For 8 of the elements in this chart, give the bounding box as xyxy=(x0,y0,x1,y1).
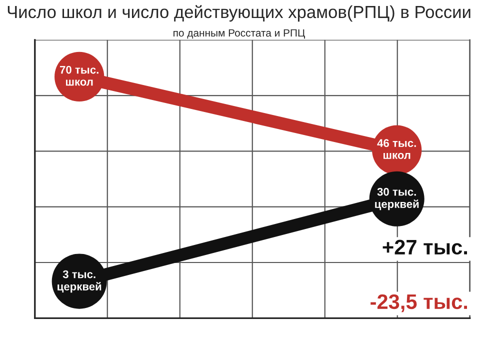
data-label: 30 тыс. церквей xyxy=(375,188,419,210)
chart-title: Число школ и число действующих храмов(РПЦ) в России xyxy=(8,5,470,22)
data-label: 70 тыс. школ xyxy=(60,66,98,86)
chart-subtitle: по данным Росстата и РПЦ xyxy=(174,29,305,39)
data-label: 3 тыс. церквей xyxy=(58,270,102,293)
data-label: 46 тыс. школ xyxy=(377,139,416,159)
text: -23,5 тыс. xyxy=(370,294,468,312)
annotation: +27 тыс. xyxy=(382,240,468,255)
